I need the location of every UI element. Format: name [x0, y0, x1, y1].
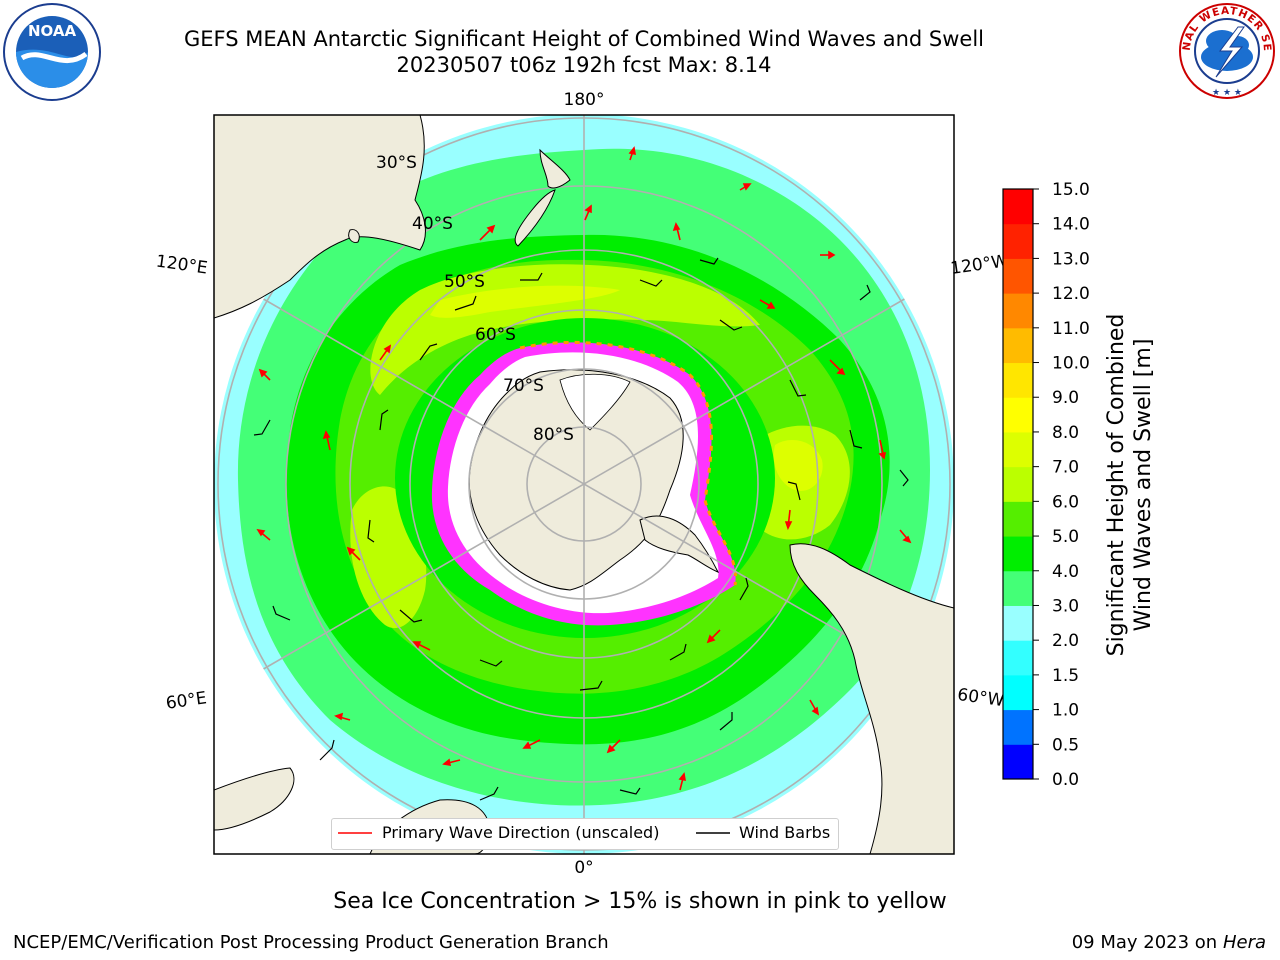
- colorbar-segment: [1003, 293, 1033, 329]
- wind-barbs-legend-swatch: [696, 832, 730, 834]
- new-zealand-north: [539, 148, 571, 189]
- colorbar-tick-label: 6.0: [1052, 492, 1079, 512]
- map-legend: Primary Wave Direction (unscaled) Wind B…: [331, 818, 839, 850]
- colorbar-tick-label: 10.0: [1052, 354, 1090, 374]
- colorbar-frame: [1002, 188, 1034, 780]
- colorbar-tick-label: 7.0: [1052, 458, 1079, 478]
- lat-label-70s: 70°S: [503, 376, 544, 396]
- lon-label-60e: 60°E: [165, 688, 208, 713]
- wave-direction-legend-label: Primary Wave Direction (unscaled): [382, 823, 660, 842]
- chart-subtitle: 20230507 t06z 192h fcst Max: 8.14: [396, 53, 772, 77]
- colorbar-tick-label: 2.0: [1052, 631, 1079, 651]
- colorbar-tick-label: 14.0: [1052, 215, 1090, 235]
- wave-band-7m: [430, 285, 620, 318]
- map-frame: [213, 114, 955, 855]
- colorbar-segment: [1003, 431, 1033, 468]
- colorbar-segment: [1003, 397, 1033, 433]
- lat-label-60s: 60°S: [475, 325, 516, 345]
- wave-direction-legend-swatch: [338, 832, 372, 834]
- date-value: 09 May 2023: [1071, 932, 1190, 953]
- latitude-labels: 30°S 40°S 50°S 60°S 70°S 80°S: [376, 153, 574, 445]
- colorbar-segment: [1003, 640, 1033, 676]
- colorbar-tick-label: 1.5: [1052, 666, 1079, 686]
- chart-title: GEFS MEAN Antarctic Significant Height o…: [183, 27, 985, 51]
- colorbar-tick-label: 8.0: [1052, 423, 1079, 443]
- colorbar-tick-label: 0.0: [1052, 770, 1079, 790]
- colorbar-segment: [1003, 223, 1033, 259]
- colorbar-segment: [1003, 501, 1033, 537]
- colorbar-tick-label: 11.0: [1052, 319, 1090, 339]
- colorbar-segment: [1003, 327, 1033, 364]
- lat-label-30s: 30°S: [376, 153, 417, 173]
- colorbar-tick-label: 4.0: [1052, 562, 1079, 582]
- antarctic-peninsula: [639, 515, 720, 573]
- colorbar-segment: [1003, 362, 1033, 398]
- colorbar-tick-label: 9.0: [1052, 388, 1079, 408]
- sea-ice-edge-orange: [519, 340, 738, 586]
- lat-label-80s: 80°S: [533, 425, 574, 445]
- host-name: Hera: [1222, 932, 1266, 953]
- colorbar-tick-label: 12.0: [1052, 284, 1090, 304]
- date-stamp: 09 May 2023 on Hera: [1072, 932, 1266, 953]
- svg-text:Significant Height of Combined: Significant Height of Combined: [1104, 314, 1129, 657]
- lon-label-180: 180°: [564, 90, 605, 110]
- lat-label-50s: 50°S: [444, 272, 485, 292]
- colorbar-segment: [1003, 709, 1033, 745]
- new-zealand-south: [514, 189, 556, 247]
- credit-line: NCEP/EMC/Verification Post Processing Pr…: [13, 932, 609, 953]
- colorbar-segment: [1003, 674, 1033, 711]
- wind-barbs-legend-label: Wind Barbs: [739, 823, 831, 842]
- colorbar: 0.0 0.5 1.0 1.5 2.0 3.0 4.0 5.0 6.0 7.0 8.0 9.0 10.0…: [1002, 180, 1090, 790]
- wave-band-7m-east: [773, 440, 823, 491]
- africa-landmass: [214, 767, 295, 831]
- lon-label-0: 0°: [574, 858, 593, 878]
- lon-label-60w: 60°W: [956, 685, 1005, 711]
- lat-label-40s: 40°S: [412, 214, 453, 234]
- nws-logo: NATIONAL WEATHER SERVICE ★ ★ ★: [1176, 1, 1275, 99]
- colorbar-tick-label: 15.0: [1052, 180, 1090, 200]
- colorbar-tick-label: 13.0: [1052, 249, 1090, 269]
- noaa-logo: NOAA: [3, 3, 101, 101]
- colorbar-segment: [1003, 605, 1033, 641]
- colorbar-segment: [1003, 570, 1033, 606]
- colorbar-segment: [1003, 466, 1033, 502]
- svg-text:★ ★ ★: ★ ★ ★: [1212, 88, 1242, 98]
- ross-ice-shelf: [559, 373, 631, 431]
- south-america-landmass: [789, 543, 954, 854]
- colorbar-segment: [1003, 189, 1033, 225]
- colorbar-segment: [1003, 744, 1033, 780]
- wind-barbs: [253, 257, 909, 801]
- colorbar-title: Significant Height of Combined Wind Wave…: [1104, 314, 1156, 657]
- sea-ice-caption: Sea Ice Concentration > 15% is shown in …: [333, 889, 947, 914]
- colorbar-tick-label: 1.0: [1052, 701, 1079, 721]
- colorbar-segment: [1003, 536, 1033, 572]
- colorbar-tick-label: 3.0: [1052, 596, 1079, 616]
- tasmania-landmass: [348, 229, 360, 243]
- date-on-word: on: [1194, 932, 1218, 953]
- longitude-grid: [259, 115, 909, 854]
- australia-landmass: [214, 115, 426, 319]
- colorbar-segment: [1003, 258, 1033, 294]
- lon-label-120e: 120°E: [155, 252, 209, 279]
- wave-direction-arrows: [256, 146, 912, 791]
- colorbar-tick-label: 5.0: [1052, 527, 1079, 547]
- svg-text:NOAA: NOAA: [28, 22, 77, 40]
- colorbar-tick-label: 0.5: [1052, 735, 1079, 755]
- lon-label-120w: 120°W: [949, 251, 1009, 279]
- svg-text:Wind Waves and Swell [m]: Wind Waves and Swell [m]: [1131, 339, 1156, 632]
